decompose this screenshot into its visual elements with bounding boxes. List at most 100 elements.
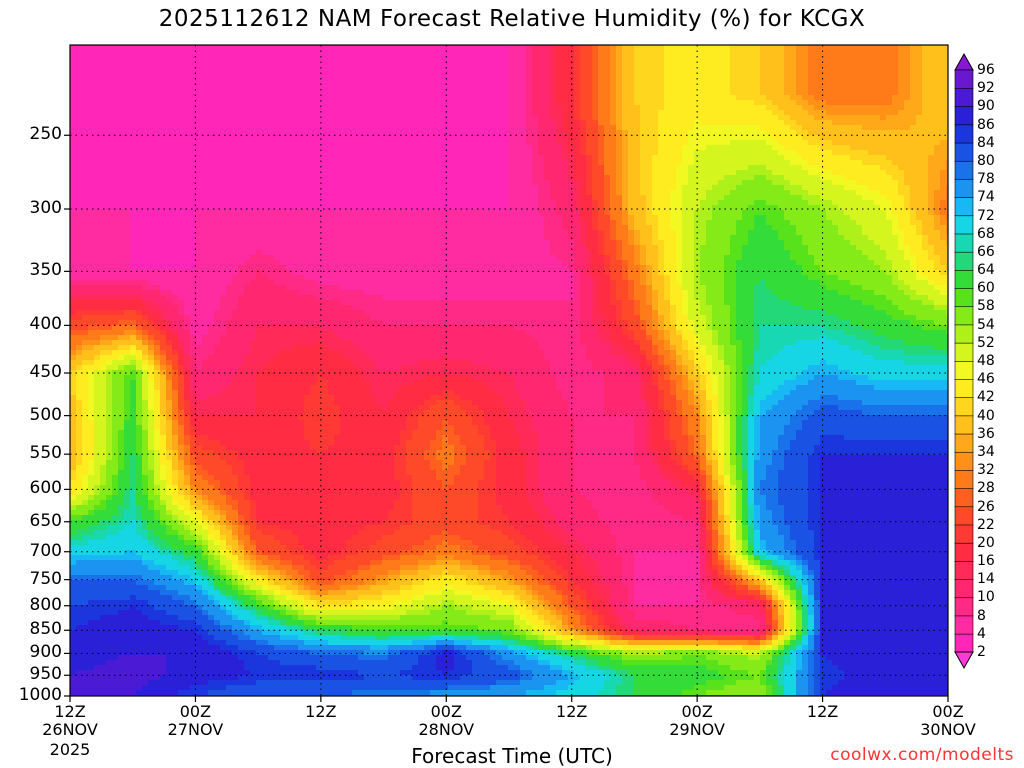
heat-cell [280,80,287,86]
heat-cell [148,430,155,436]
heat-cell [70,410,77,416]
heat-cell [148,105,155,111]
heat-cell [286,540,293,546]
heat-cell [184,85,191,91]
heat-cell [190,545,197,551]
heat-cell [106,440,113,446]
heat-cell [292,565,299,571]
heat-cell [154,590,161,596]
heat-cell [142,410,149,416]
heat-cell [82,625,89,631]
heat-cell [112,445,119,451]
heat-cell [202,265,209,271]
heat-cell [154,580,161,586]
heat-cell [118,420,125,426]
heat-cell [178,200,185,206]
heat-cell [82,435,89,441]
heat-cell [94,310,101,316]
heat-cell [154,495,161,501]
heat-cell [274,420,281,426]
heat-cell [244,690,251,696]
heat-cell [196,315,203,321]
heat-cell [184,180,191,186]
heat-cell [232,265,239,271]
heat-cell [274,500,281,506]
heat-cell [70,50,77,56]
heat-cell [118,105,125,111]
heat-cell [184,150,191,156]
heat-cell [280,410,287,416]
heat-cell [214,115,221,121]
heat-cell [208,235,215,241]
heat-cell [250,315,257,321]
heat-cell [154,340,161,346]
heat-cell [202,290,209,296]
heat-cell [220,210,227,216]
heat-cell [154,355,161,361]
heat-cell [172,195,179,201]
heat-cell [292,150,299,156]
heat-cell [106,625,113,631]
heat-cell [226,500,233,506]
heat-cell [100,575,107,581]
heat-cell [154,595,161,601]
heat-cell [226,505,233,511]
heat-cell [202,195,209,201]
heat-cell [262,520,269,526]
heat-cell [292,305,299,311]
heat-cell [286,390,293,396]
heat-cell [232,485,239,491]
heat-cell [292,45,299,51]
heat-cell [112,440,119,446]
heat-cell [160,435,167,441]
heat-cell [196,570,203,576]
heat-cell [118,265,125,271]
heat-cell [154,670,161,676]
heat-cell [262,515,269,521]
heat-cell [112,305,119,311]
heat-cell [226,220,233,226]
heat-cell [100,595,107,601]
heat-cell [178,90,185,96]
heat-cell [172,255,179,261]
heat-cell [148,580,155,586]
heat-cell [166,195,173,201]
heat-cell [172,185,179,191]
heat-cell [256,285,263,291]
heat-cell [268,595,275,601]
heat-cell [100,305,107,311]
heat-cell [148,670,155,676]
heat-cell [142,310,149,316]
heat-cell [244,685,251,691]
heat-cell [154,205,161,211]
heat-cell [220,100,227,106]
heat-cell [100,680,107,686]
heat-cell [160,480,167,486]
heat-cell [124,320,131,326]
heat-cell [220,315,227,321]
heat-cell [238,515,245,521]
heat-cell [244,355,251,361]
heat-cell [214,515,221,521]
heat-cell [292,270,299,276]
heat-cell [190,495,197,501]
heat-cell [118,605,125,611]
heat-cell [220,125,227,131]
heat-cell [160,395,167,401]
heat-cell [94,585,101,591]
heat-cell [214,455,221,461]
heat-cell [76,440,83,446]
heat-cell [148,270,155,276]
heat-cell [94,595,101,601]
heat-cell [88,320,95,326]
heat-cell [166,420,173,426]
heat-cell [286,365,293,371]
heat-cell [166,440,173,446]
heat-cell [166,220,173,226]
heat-cell [280,430,287,436]
heat-cell [178,60,185,66]
heat-cell [172,155,179,161]
heat-cell [208,670,215,676]
heat-cell [154,170,161,176]
heat-cell [232,65,239,71]
